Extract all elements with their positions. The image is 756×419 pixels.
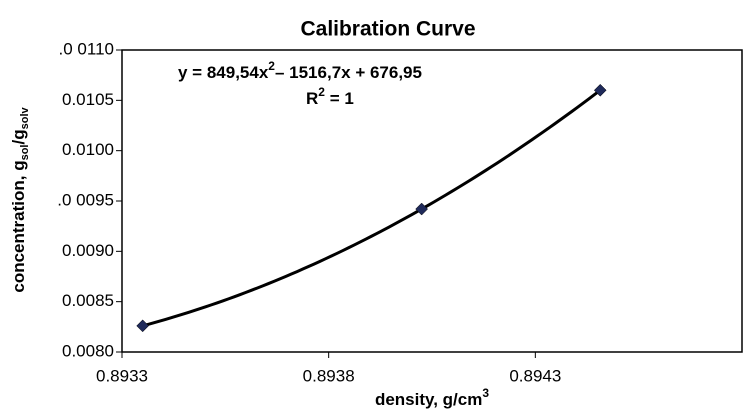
y-axis-label: concentration, gsol/gsolv — [9, 106, 30, 292]
y-tick-label: 0.0105 — [62, 90, 114, 109]
plot-area — [121, 49, 743, 353]
trendline — [142, 89, 602, 328]
equation: y = 849,54x2– 1516,7x + 676,95 — [178, 59, 422, 82]
x-tick-label: 0.8938 — [303, 366, 355, 385]
data-point — [593, 83, 607, 97]
x-axis-label: density, g/cm3 — [375, 386, 489, 409]
y-tick-label: .0 0110 — [59, 39, 114, 58]
y-tick-label: 0.0080 — [62, 341, 114, 360]
y-tick-label: 0.0100 — [62, 140, 114, 159]
x-tick-label: 0.8933 — [96, 366, 148, 385]
x-tick-label: 0.8943 — [509, 366, 561, 385]
y-tick-label: 0.0090 — [62, 241, 114, 260]
y-tick-label: 0.0085 — [62, 291, 114, 310]
r-squared: R2 = 1 — [306, 85, 354, 108]
y-tick-label: .0 0095 — [57, 190, 114, 209]
data-point — [415, 202, 429, 216]
data-point — [136, 319, 150, 333]
chart-title: Calibration Curve — [300, 18, 475, 41]
